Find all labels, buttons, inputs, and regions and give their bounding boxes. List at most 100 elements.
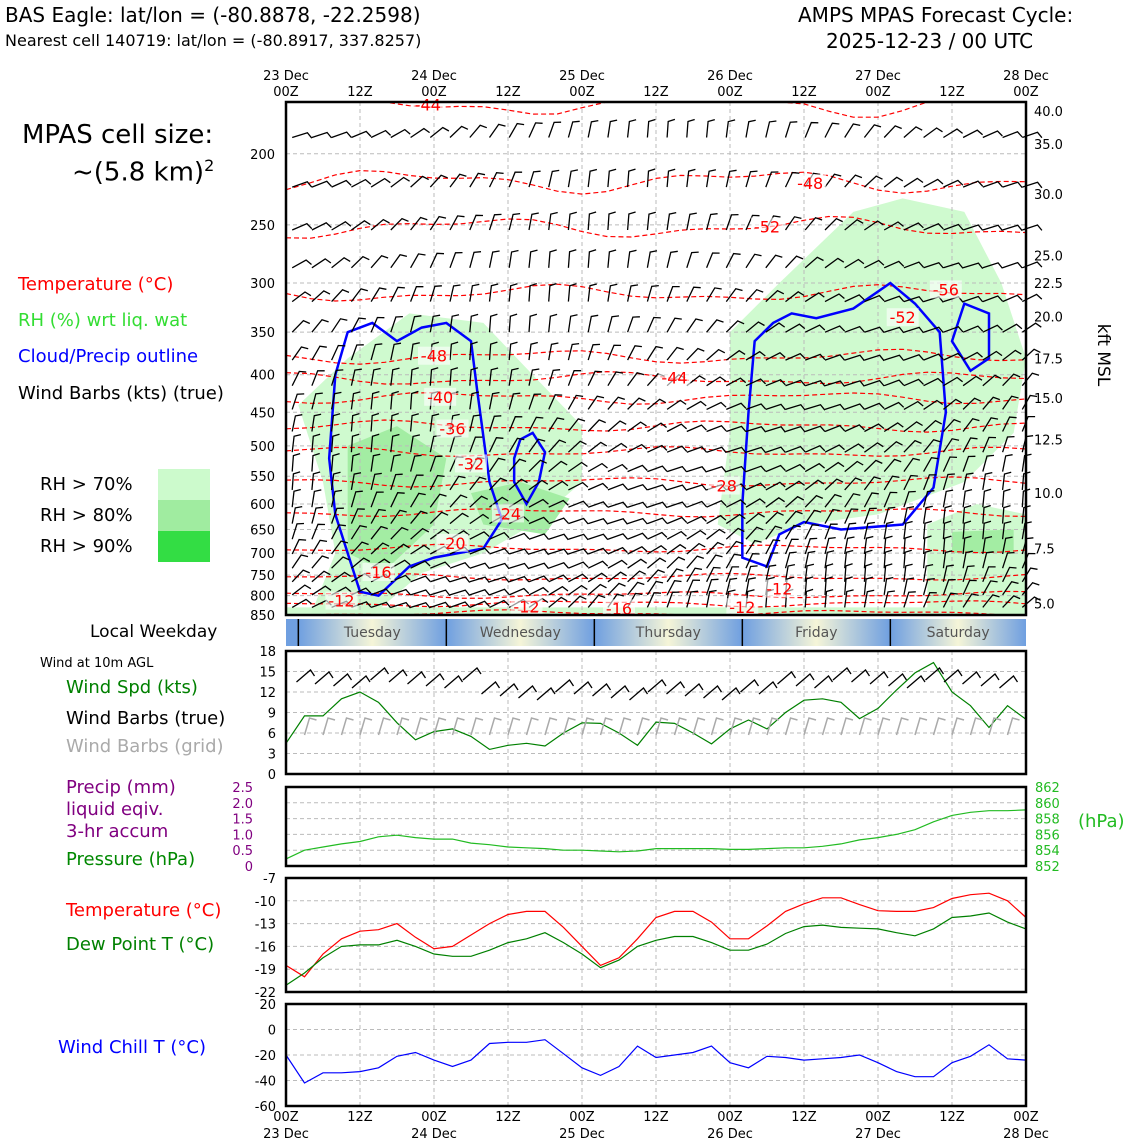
- wind-barb-353: [508, 416, 523, 432]
- wind-barb-756: [962, 579, 977, 596]
- wind-barb-119: [390, 253, 408, 269]
- wind-barb-74: [1002, 181, 1023, 189]
- wind-barb-461: [390, 473, 403, 491]
- wind-barb-15: [587, 119, 599, 138]
- wind-barb-17: [626, 119, 637, 138]
- rh80-label: RH > 80%: [40, 505, 133, 526]
- wind-barb-689: [390, 574, 411, 583]
- wind-barb-60: [725, 169, 737, 188]
- wind-barb-525: [903, 490, 916, 508]
- wind-barb-385: [390, 433, 400, 453]
- wind-barb-583: [548, 533, 569, 541]
- wind-barb-619: [509, 548, 530, 556]
- wind-barb-79: [351, 220, 371, 231]
- wind-barb-167: [587, 283, 597, 302]
- wind-barb-671: [784, 551, 797, 569]
- wind-barb-399: [666, 445, 688, 453]
- wind-barb-708: [765, 564, 777, 582]
- wind-barb-469: [548, 480, 569, 491]
- temperature-label-12: -20: [439, 534, 465, 553]
- wind-barb-562: [883, 506, 896, 524]
- wind-barb-443: [785, 463, 806, 473]
- cs-right-tick-2: 30.0: [1034, 188, 1063, 203]
- wind-barb-474: [647, 484, 668, 491]
- wind-barb-23: [745, 119, 756, 138]
- wind-barb-446: [844, 460, 864, 473]
- true-barb-12: [499, 683, 519, 697]
- wind-barb-156: [370, 287, 387, 302]
- true-barb-26: [758, 681, 778, 695]
- wind-barb-83: [429, 215, 447, 231]
- top-axis-hour-5: 12Z: [643, 85, 669, 100]
- wind-barb-717: [942, 564, 954, 582]
- true-barb-24: [721, 687, 741, 701]
- wind-barb-511: [627, 501, 648, 509]
- wind-barb-551: [666, 516, 688, 525]
- temp-panel-frame: [284, 876, 1028, 994]
- wind-barb-569: [1021, 505, 1031, 524]
- wind-barb-318: [567, 394, 584, 410]
- wind-barb-306: [330, 391, 342, 410]
- windchill-panel-ytick-3: 0: [268, 1024, 276, 1039]
- wind-barb-722: [291, 584, 312, 596]
- wind-barb-472: [607, 483, 628, 491]
- wind-barb-686: [331, 571, 351, 583]
- grid-barb-13: [525, 717, 539, 736]
- true-barb-16: [573, 681, 593, 695]
- wind-barb-358: [607, 420, 627, 432]
- wind-barb-736: [568, 584, 588, 596]
- temperature-contour-11: [285, 543, 1027, 554]
- wind-barb-442: [765, 464, 786, 473]
- wind-barb-266: [291, 370, 307, 386]
- wind-barb-241: [548, 342, 559, 361]
- wind-barb-716: [922, 563, 934, 582]
- wind-barb-483: [824, 478, 844, 491]
- wind-barb-116: [331, 257, 351, 269]
- true-barb-29: [814, 675, 834, 689]
- grid-barb-8: [433, 717, 447, 736]
- wind-barb-485: [863, 476, 881, 491]
- true-barb-8: [425, 673, 445, 687]
- cs-right-tick-5: 20.0: [1034, 310, 1063, 325]
- temperature-label-8: -36: [439, 420, 465, 439]
- wind-barb-122: [449, 251, 463, 269]
- wind-barb-559: [824, 508, 840, 524]
- wind-barb-409: [864, 442, 884, 453]
- wind-barb-769: [469, 600, 490, 609]
- wind-barb-794: [962, 593, 979, 608]
- wind-barb-159: [429, 285, 442, 302]
- wind-barb-188: [1002, 294, 1023, 303]
- wind-barb-750: [844, 576, 853, 595]
- wind-barb-693: [469, 576, 490, 584]
- wind-barb-621: [548, 548, 569, 556]
- weekday-cell-1: [446, 619, 595, 646]
- wind-barb-258: [884, 354, 905, 362]
- grid-barb-28: [803, 717, 817, 736]
- wind-barb-49: [508, 171, 523, 188]
- wind-barb-317: [548, 394, 563, 410]
- wind-barb-475: [666, 484, 688, 492]
- wind-barb-496: [330, 489, 343, 508]
- wind-barb-283: [627, 372, 645, 387]
- wind-barb-541: [469, 513, 490, 525]
- weekday-cell-0: [298, 619, 447, 646]
- wind-barb-606: [1001, 520, 1012, 540]
- wind-barb-668: [725, 553, 742, 569]
- wind-barb-768: [449, 601, 471, 609]
- wind-barb-550: [647, 517, 668, 525]
- wind-barb-513: [666, 501, 688, 508]
- wind-barb-113: [1022, 224, 1043, 231]
- wind-barb-25: [784, 121, 798, 138]
- wind-barb-663: [627, 558, 648, 569]
- wind-barb-669: [745, 553, 760, 569]
- grid-barb-20: [655, 717, 669, 736]
- wind-barb-257: [864, 354, 885, 362]
- wind-barb-301: [982, 374, 1002, 387]
- wind-barb-753: [903, 577, 915, 596]
- wind-barb-187: [982, 295, 1003, 303]
- bottom-axis-hour-8: 00Z: [865, 1110, 891, 1125]
- wind-barb-302: [1002, 373, 1021, 387]
- wind-barb-46: [449, 173, 467, 188]
- wind-barb-320: [607, 396, 626, 410]
- wind-barb-200: [488, 313, 498, 333]
